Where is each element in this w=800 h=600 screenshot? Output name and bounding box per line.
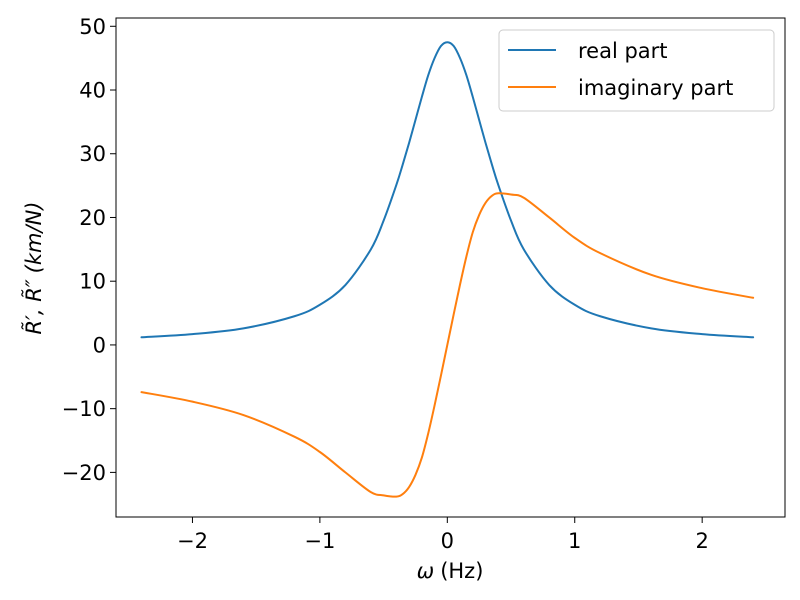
legend-label-real-part: real part: [578, 39, 668, 63]
x-tick-label: 1: [568, 529, 581, 553]
x-tick-label: −1: [304, 529, 335, 553]
y-axis: −20 −10 0 10 20 30 40 50: [62, 15, 116, 485]
series-layer: [140, 41, 755, 498]
y-axis-label-symbols: R̃′, R̃″: [21, 279, 46, 334]
y-tick-label: 30: [79, 142, 106, 166]
y-tick-label: 0: [93, 333, 106, 357]
y-tick-label: 40: [79, 79, 106, 103]
y-tick-label: 10: [79, 270, 106, 294]
y-axis-label-unit: (km/N): [22, 202, 46, 274]
x-axis-label-symbol: ω: [417, 559, 435, 583]
legend-label-imaginary-part: imaginary part: [578, 76, 733, 100]
x-tick-label: 2: [695, 529, 708, 553]
plot-frame: [115, 17, 786, 518]
y-tick-label: 20: [79, 206, 106, 230]
x-axis-label-unit: (Hz): [440, 559, 483, 583]
legend: real part imaginary part: [498, 29, 775, 112]
x-tick-label: −2: [177, 529, 208, 553]
x-axis-label: ω (Hz): [417, 559, 484, 583]
y-tick-label: 50: [79, 15, 106, 39]
legend-frame: [498, 29, 775, 112]
x-axis: −2 −1 0 1 2: [177, 517, 709, 553]
y-tick-label: −20: [62, 461, 106, 485]
series-line-imaginary-part: [140, 192, 755, 498]
series-line-real-part: [140, 41, 755, 339]
y-tick-label: −10: [62, 397, 106, 421]
y-axis-label: R̃′, R̃″ (km/N): [21, 202, 46, 335]
x-tick-label: 0: [441, 529, 454, 553]
